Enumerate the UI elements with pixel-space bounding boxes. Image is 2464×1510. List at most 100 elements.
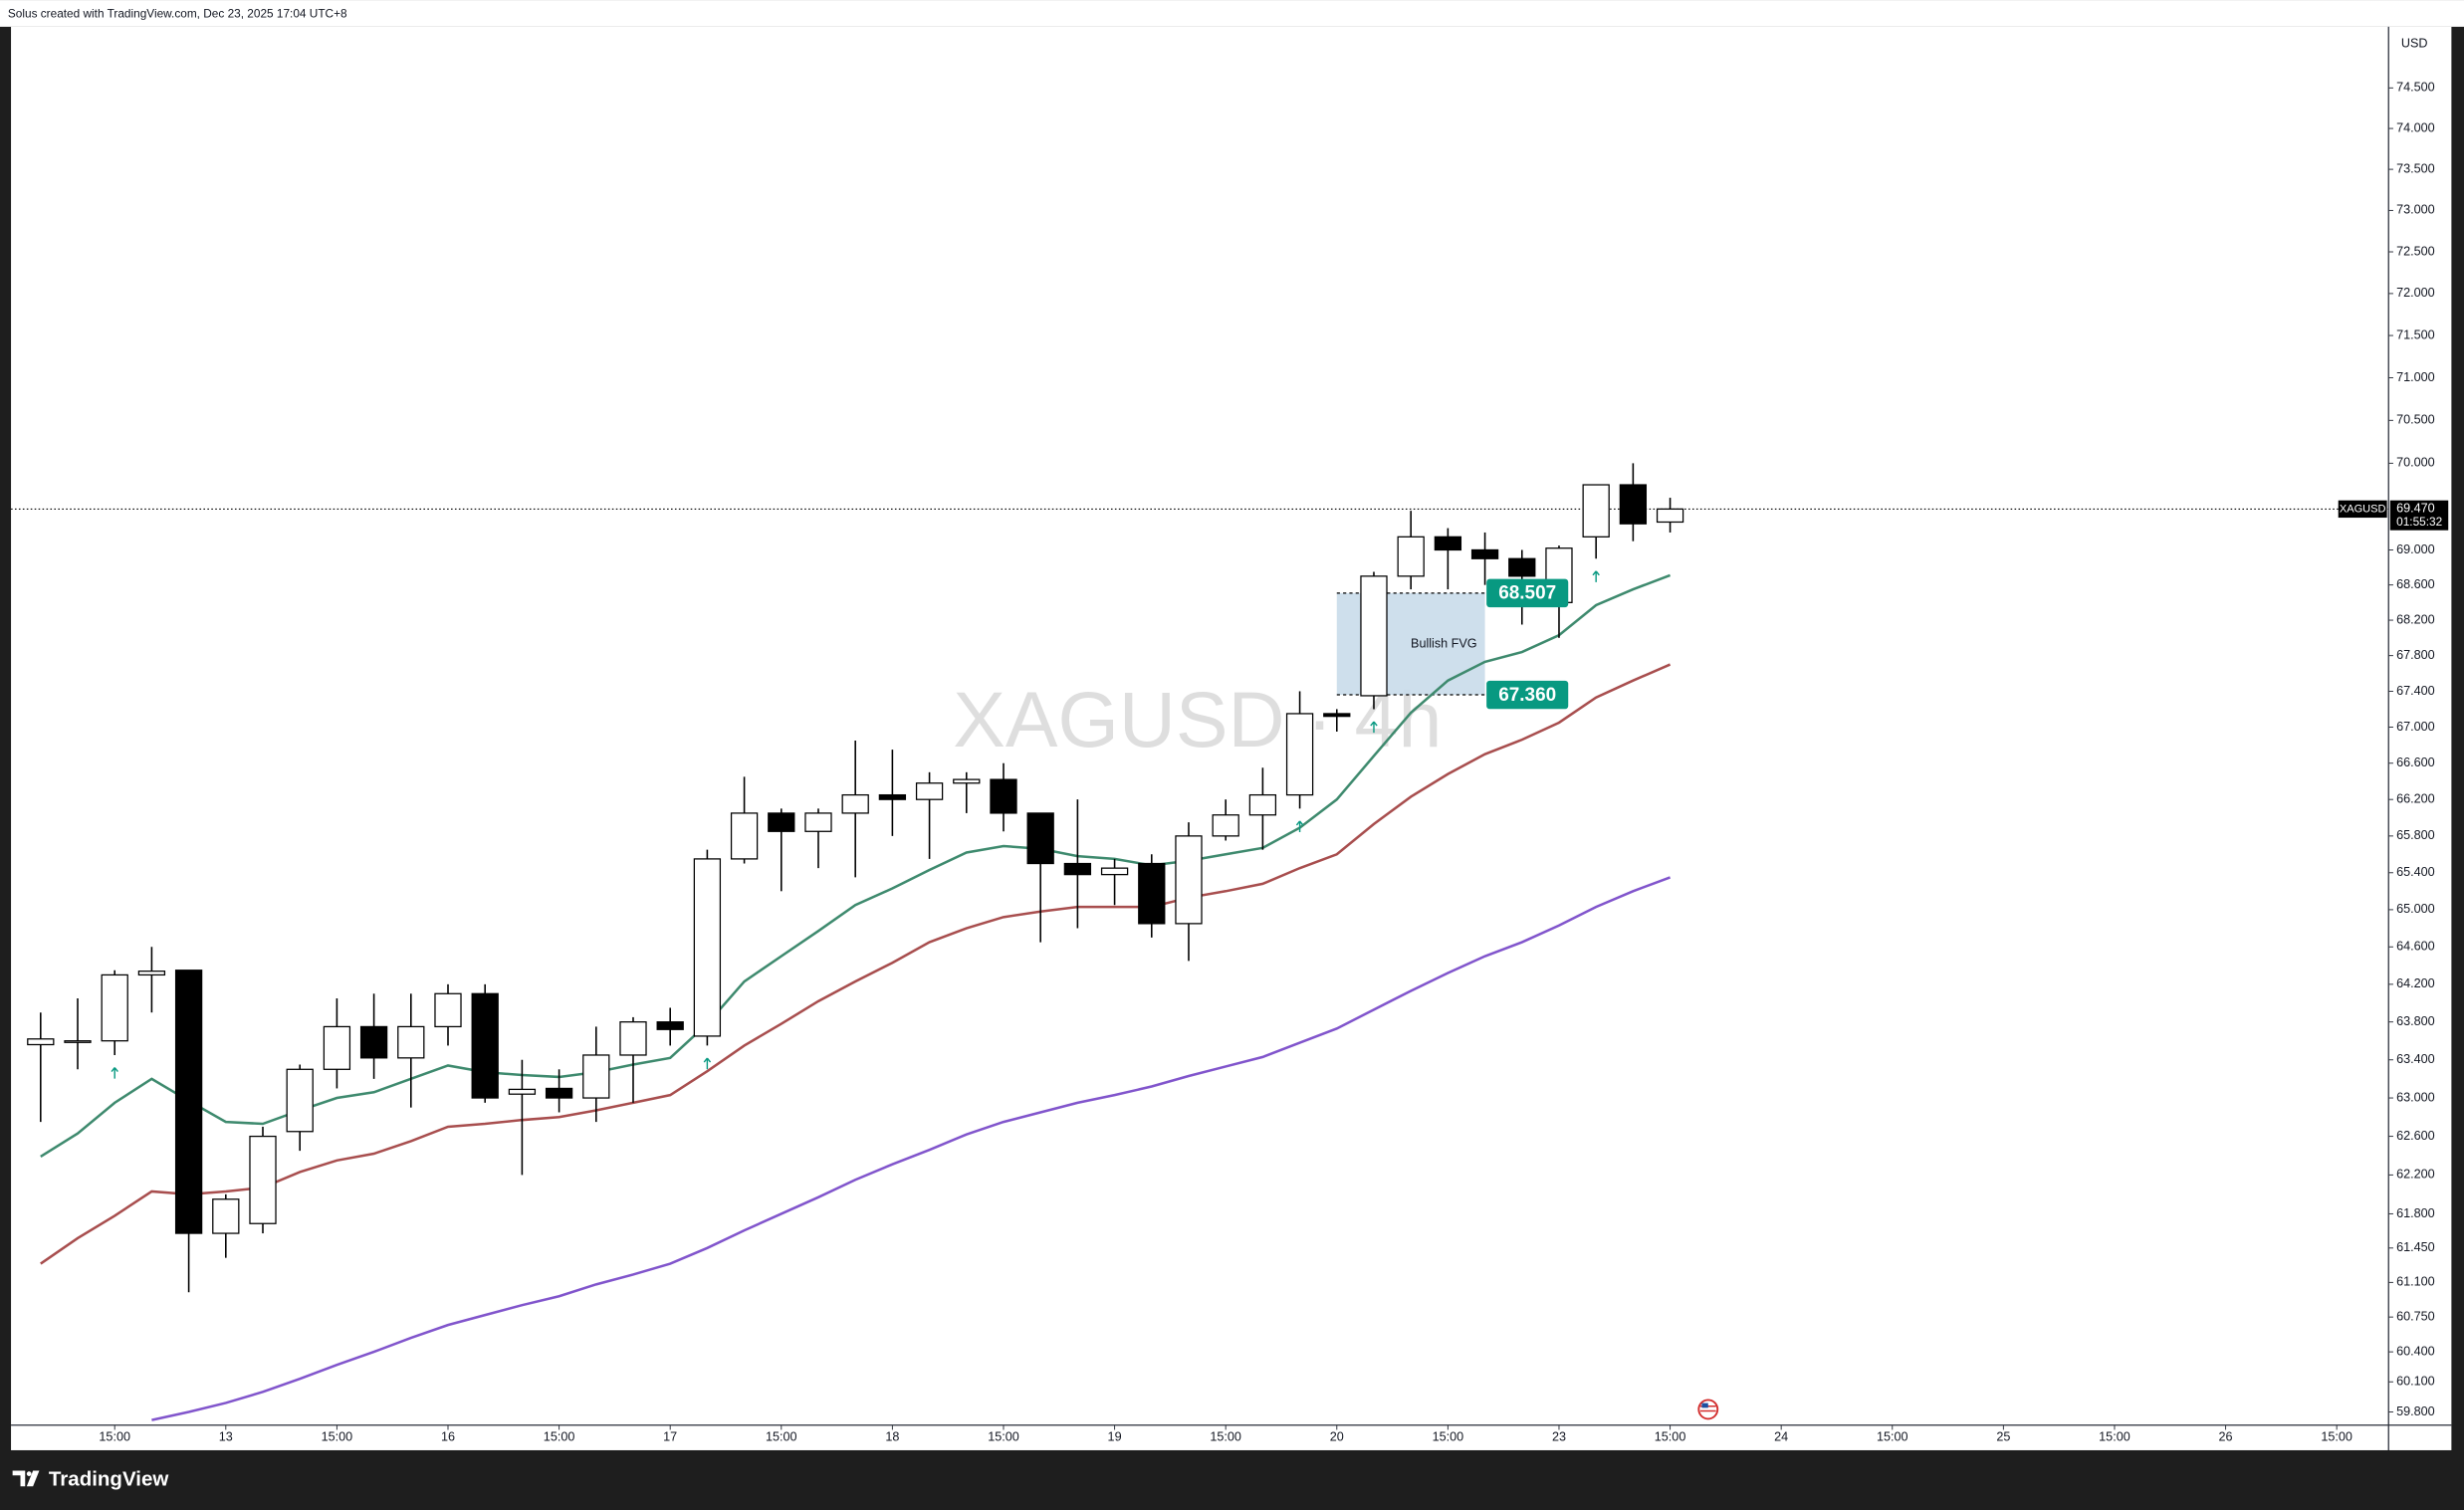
candle-body bbox=[768, 812, 795, 832]
y-tick-label: 70.000 bbox=[2396, 456, 2435, 470]
y-tick-label: 69.000 bbox=[2396, 542, 2435, 556]
candle-body bbox=[1508, 557, 1536, 577]
y-tick-label: 66.600 bbox=[2396, 755, 2435, 769]
y-tick-label: 65.800 bbox=[2396, 828, 2435, 842]
candle-body bbox=[471, 992, 499, 1099]
y-tick-label: 65.000 bbox=[2396, 902, 2435, 916]
brand-logo bbox=[12, 1470, 40, 1487]
candle-body bbox=[1026, 812, 1054, 865]
candle-body bbox=[508, 1088, 537, 1095]
x-tick-label: 24 bbox=[1774, 1430, 1788, 1444]
candle-body bbox=[1397, 536, 1425, 577]
event-icon bbox=[1697, 1399, 1719, 1420]
y-tick-label: 65.400 bbox=[2396, 865, 2435, 879]
y-tick-label: 62.200 bbox=[2396, 1168, 2435, 1182]
candle-body bbox=[915, 782, 944, 800]
candle-body bbox=[1360, 575, 1388, 697]
header-bar bbox=[0, 0, 2464, 27]
y-tick-label: 72.000 bbox=[2396, 286, 2435, 300]
x-tick-label: 15:00 bbox=[322, 1430, 353, 1444]
x-tick-label: 20 bbox=[1330, 1430, 1344, 1444]
candle-body bbox=[841, 793, 869, 814]
y-tick-label: 74.000 bbox=[2396, 120, 2435, 134]
y-tick-label: 60.750 bbox=[2396, 1309, 2435, 1323]
x-tick-label: 16 bbox=[441, 1430, 455, 1444]
y-tick-label: 61.800 bbox=[2396, 1206, 2435, 1220]
fvg-price-box bbox=[1486, 680, 1569, 710]
candle-body bbox=[323, 1025, 351, 1070]
fvg-label: Bullish FVG bbox=[1411, 636, 1477, 650]
fvg-price-label: 68.507 bbox=[1498, 583, 1556, 604]
candle-body bbox=[1582, 484, 1610, 538]
y-tick-label: 73.500 bbox=[2396, 161, 2435, 175]
y-tick-label: 63.400 bbox=[2396, 1052, 2435, 1066]
x-tick-label: 15:00 bbox=[99, 1430, 130, 1444]
x-tick-label: 23 bbox=[1552, 1430, 1566, 1444]
candle-body bbox=[804, 812, 832, 832]
x-tick-label: 15:00 bbox=[2099, 1430, 2130, 1444]
candle-body bbox=[397, 1025, 425, 1059]
x-tick-label: 15:00 bbox=[1433, 1430, 1464, 1444]
candle-body bbox=[1100, 867, 1129, 876]
countdown-label: 01:55:32 bbox=[2396, 515, 2442, 529]
x-tick-label: 19 bbox=[1108, 1430, 1122, 1444]
candle-body bbox=[990, 778, 1017, 814]
y-tick-label: 72.500 bbox=[2396, 244, 2435, 258]
y-tick-label: 67.800 bbox=[2396, 648, 2435, 662]
fvg-price-label: 67.360 bbox=[1498, 685, 1556, 706]
x-tick-label: 15:00 bbox=[2321, 1430, 2352, 1444]
candle-body bbox=[1619, 484, 1648, 525]
candle-body bbox=[1212, 814, 1239, 837]
y-tick-label: 63.800 bbox=[2396, 1014, 2435, 1028]
signal-arrow bbox=[1592, 570, 1600, 582]
x-tick-label: 15:00 bbox=[1877, 1430, 1908, 1444]
y-tick-label: 71.000 bbox=[2396, 370, 2435, 384]
candle-body bbox=[545, 1087, 573, 1099]
y-tick-label: 64.200 bbox=[2396, 976, 2435, 990]
x-tick-label: 13 bbox=[219, 1430, 233, 1444]
candle-body bbox=[174, 970, 203, 1234]
candle-body bbox=[1470, 548, 1499, 559]
candle-body bbox=[1063, 862, 1092, 876]
y-tick-label: 68.600 bbox=[2396, 577, 2435, 591]
candle-body bbox=[1138, 862, 1166, 925]
currency-label: USD bbox=[2401, 37, 2428, 51]
candle-body bbox=[619, 1021, 647, 1056]
candle-body bbox=[656, 1021, 684, 1030]
y-tick-label: 70.500 bbox=[2396, 413, 2435, 427]
x-tick-label: 17 bbox=[663, 1430, 677, 1444]
candle-body bbox=[730, 812, 759, 860]
candle-body bbox=[101, 973, 128, 1042]
y-tick-label: 63.000 bbox=[2396, 1090, 2435, 1104]
y-tick-label: 67.000 bbox=[2396, 720, 2435, 734]
y-tick-label: 59.800 bbox=[2396, 1404, 2435, 1418]
price-box bbox=[2389, 500, 2449, 531]
candle-body bbox=[1248, 793, 1277, 816]
y-tick-label: 67.400 bbox=[2396, 684, 2435, 698]
x-tick-label: 18 bbox=[885, 1430, 899, 1444]
candle-body bbox=[286, 1068, 314, 1133]
candle-body bbox=[27, 1038, 55, 1046]
x-tick-label: 15:00 bbox=[1210, 1430, 1241, 1444]
candle-body bbox=[359, 1025, 388, 1059]
y-tick-label: 60.100 bbox=[2396, 1375, 2435, 1389]
header-text: Solus created with TradingView.com, Dec … bbox=[8, 6, 347, 20]
symbol-box bbox=[2338, 500, 2387, 519]
candle-body bbox=[249, 1135, 277, 1224]
y-tick-label: 71.500 bbox=[2396, 327, 2435, 341]
y-tick-label: 61.450 bbox=[2396, 1240, 2435, 1254]
candle-body bbox=[953, 778, 981, 784]
symbol-label: XAGUSD bbox=[2340, 503, 2386, 515]
candle-body bbox=[1323, 713, 1351, 718]
candle-body bbox=[1434, 536, 1462, 551]
y-tick-label: 62.600 bbox=[2396, 1129, 2435, 1143]
y-tick-label: 74.500 bbox=[2396, 81, 2435, 95]
y-tick-label: 64.600 bbox=[2396, 940, 2435, 954]
axes: 59.800 60.100 60.400 60.750 61.100 61.450 61.8… bbox=[99, 81, 2434, 1444]
y-tick-label: 60.400 bbox=[2396, 1344, 2435, 1358]
brand-text: TradingView bbox=[49, 1467, 168, 1490]
x-tick-label: 15:00 bbox=[544, 1430, 575, 1444]
candle-body bbox=[878, 793, 907, 800]
x-tick-label: 26 bbox=[2219, 1430, 2233, 1444]
ma-line bbox=[40, 663, 1672, 1265]
